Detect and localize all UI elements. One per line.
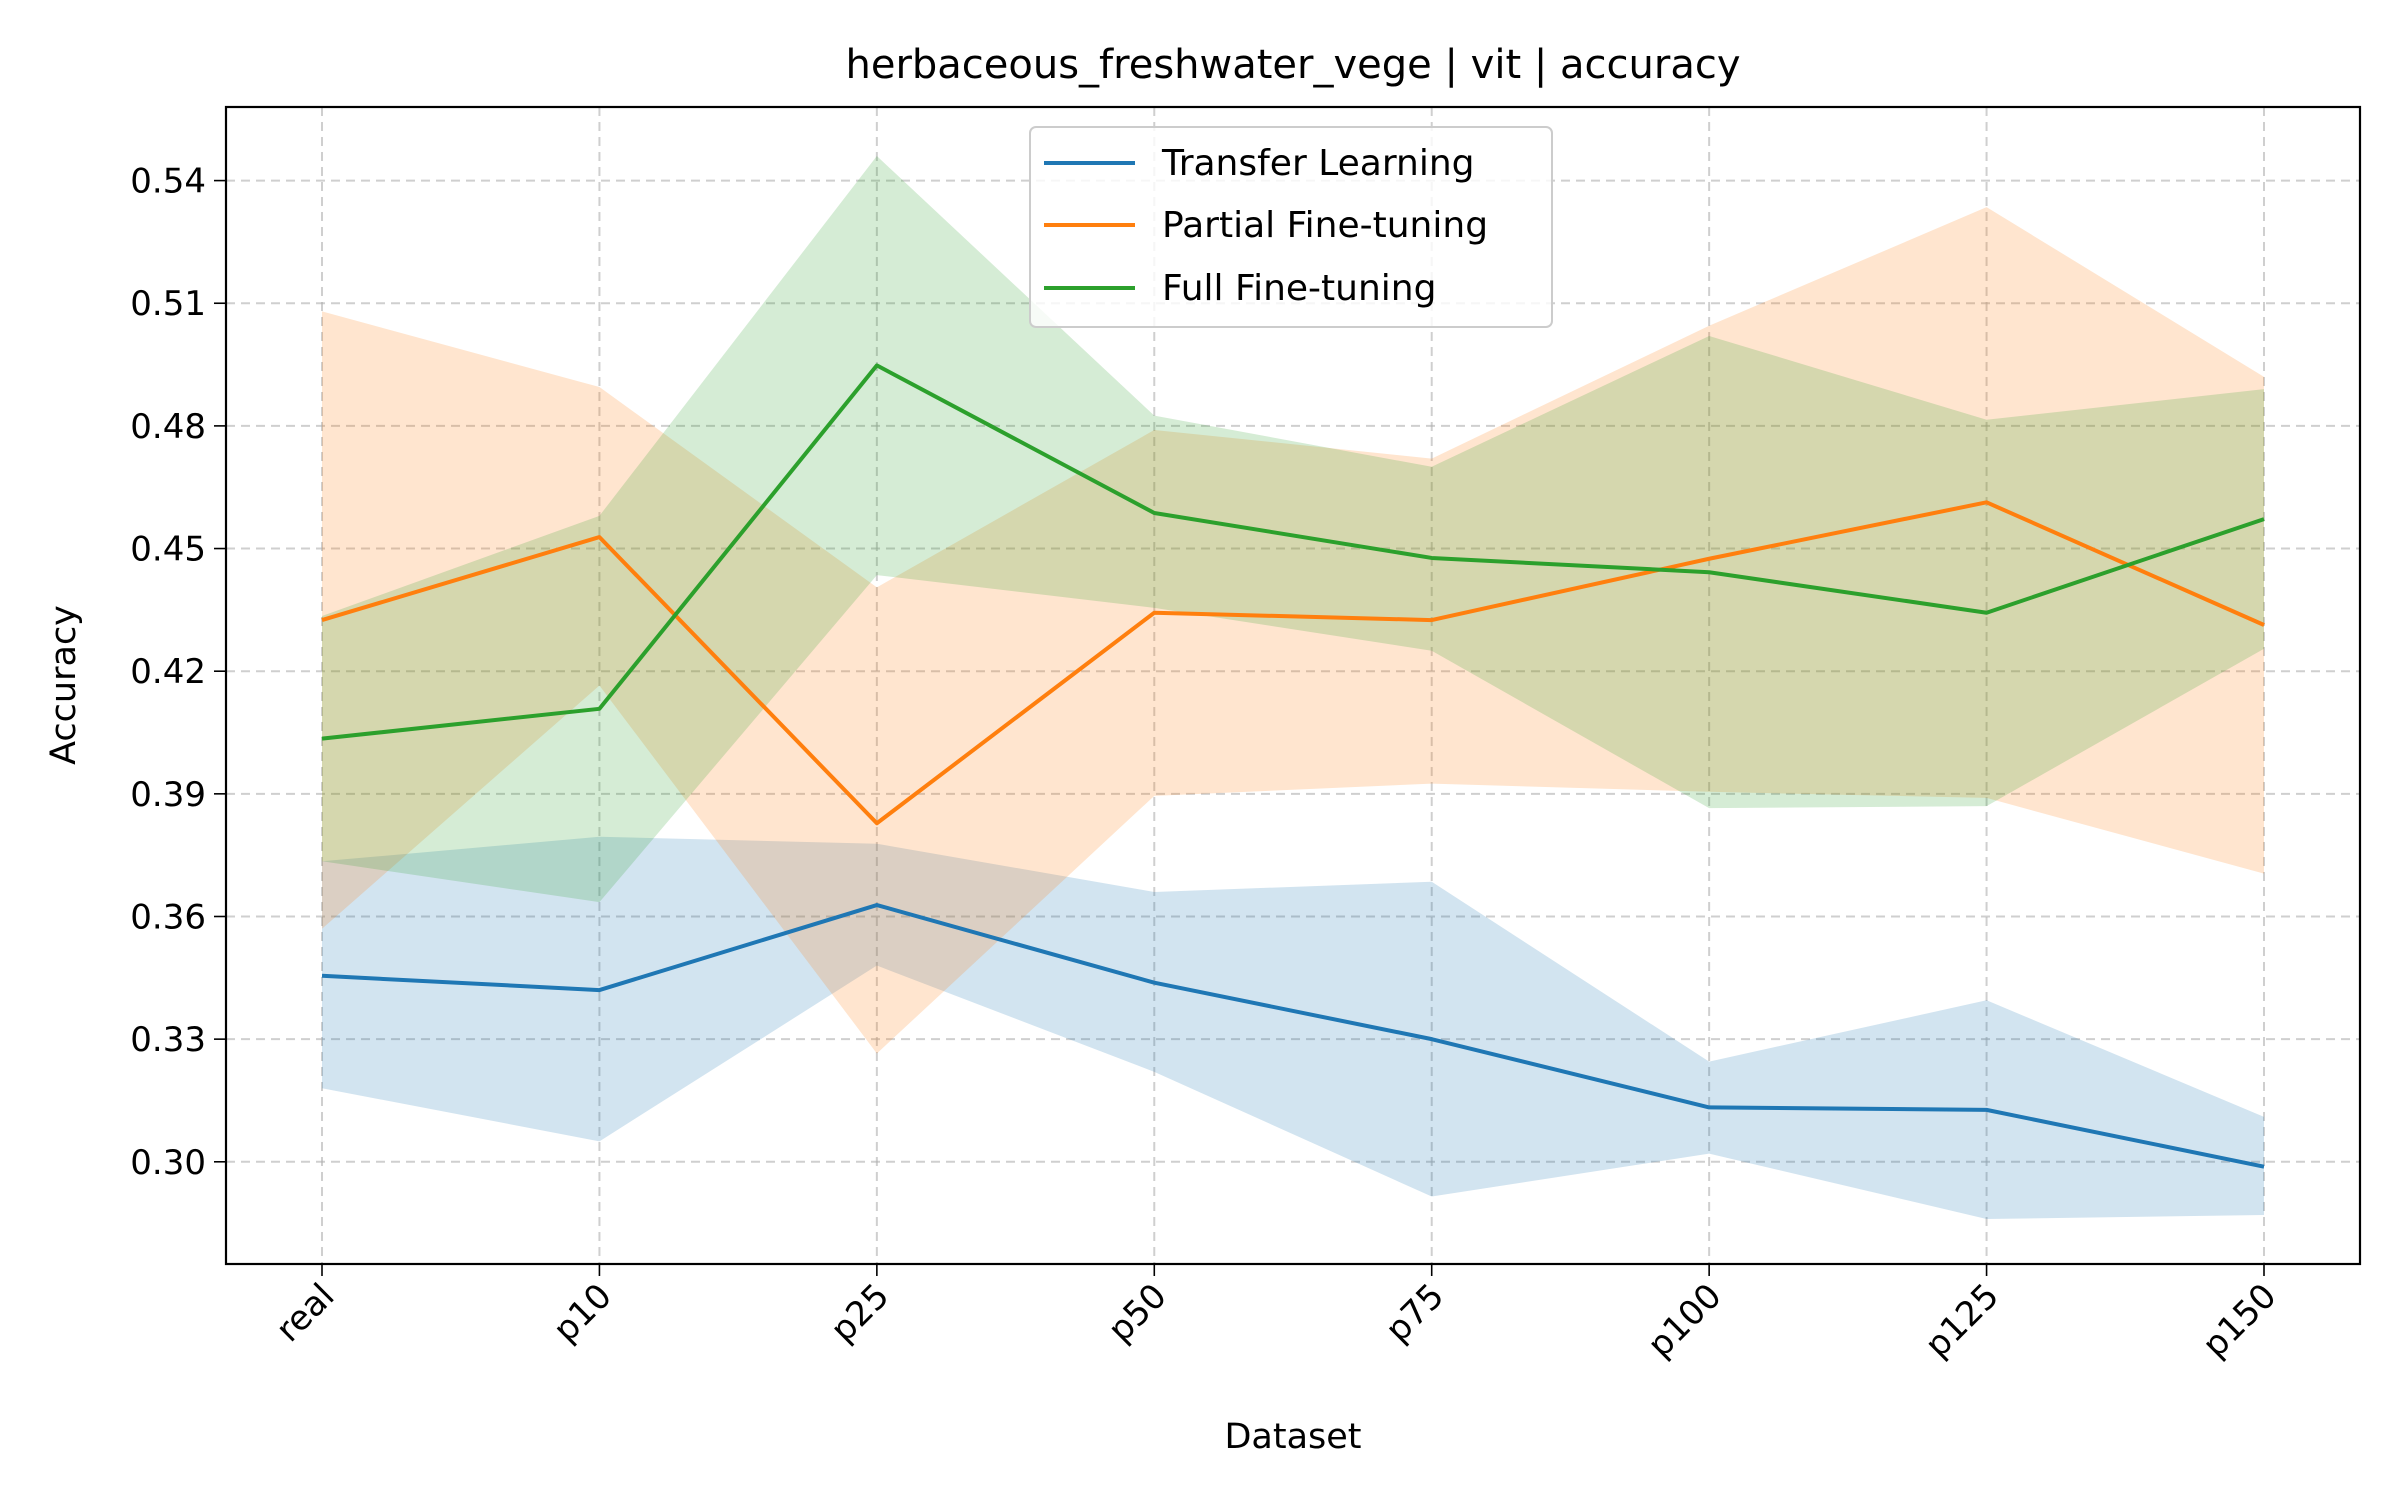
y-tick-label: 0.51	[130, 284, 206, 324]
line-full-fine-tuning	[321, 363, 2265, 741]
band-transfer-learning	[322, 836, 2264, 1220]
line-partial-fine-tuning	[321, 500, 2265, 826]
y-tick-label: 0.42	[130, 652, 206, 692]
confidence-bands	[322, 156, 2264, 1220]
band-full-fine-tuning	[322, 156, 2264, 903]
y-tick-label: 0.39	[130, 775, 206, 815]
series-lines	[321, 363, 2265, 1169]
plot-frame	[224, 105, 2362, 1266]
x-axis-label: Dataset	[1224, 1417, 1361, 1457]
y-tick-label: 0.45	[130, 530, 206, 570]
chart-title: herbaceous_freshwater_vege | vit | accur…	[845, 42, 1740, 88]
legend-label-partial-fine-tuning: Partial Fine-tuning	[1162, 205, 1488, 246]
y-tick-label: 0.36	[130, 897, 206, 937]
line-transfer-learning	[321, 903, 2265, 1169]
legend-box	[1029, 126, 1553, 328]
y-axis-label: Accuracy	[44, 605, 84, 765]
band-partial-fine-tuning	[322, 207, 2264, 1054]
legend-label-transfer-learning: Transfer Learning	[1161, 143, 1475, 184]
legend-label-full-fine-tuning: Full Fine-tuning	[1162, 268, 1436, 309]
y-tick-label: 0.33	[130, 1020, 206, 1060]
y-tick-label: 0.54	[130, 162, 206, 202]
legend: Transfer Learning Partial Fine-tuning Fu…	[1029, 126, 1553, 328]
y-tick-label: 0.48	[130, 407, 206, 447]
y-tick-label: 0.30	[130, 1143, 206, 1183]
